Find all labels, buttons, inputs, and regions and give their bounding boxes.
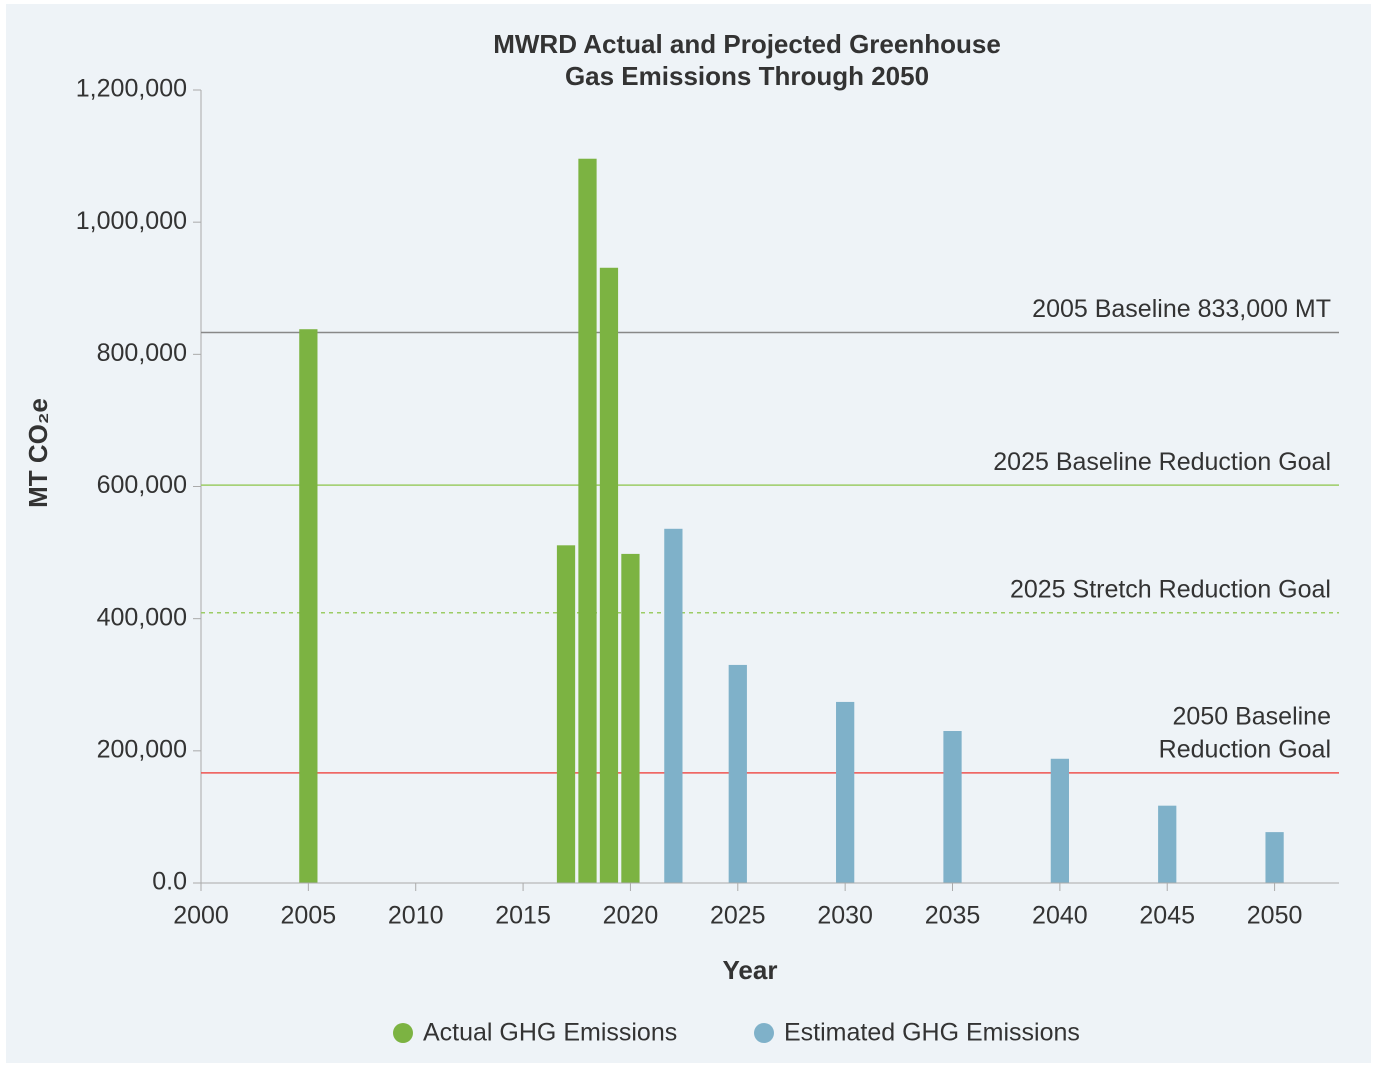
background [6,4,1371,1063]
bar [1265,832,1284,883]
x-axis-label: Year [723,955,778,985]
legend-label: Estimated GHG Emissions [784,1019,1080,1047]
x-tick-label: 2010 [388,902,444,930]
x-tick-label: 2045 [1139,902,1195,930]
y-tick-label: 800,000 [97,339,187,367]
x-tick-label: 2030 [817,902,873,930]
y-tick-label: 1,000,000 [76,207,187,235]
bar [664,528,683,883]
bar [943,731,962,883]
bar [578,158,597,883]
reference-label: 2005 Baseline 833,000 MT [1032,295,1331,323]
bar [1050,758,1069,883]
bar [599,267,619,883]
y-tick-label: 200,000 [97,735,187,763]
y-axis-label: MT CO₂e [23,398,53,508]
x-tick-label: 2015 [495,902,551,930]
bar [299,329,318,883]
x-tick-label: 2000 [173,902,229,930]
y-tick-label: 600,000 [97,471,187,499]
reference-label: 2050 Baseline [1173,703,1331,731]
legend-swatch [393,1023,413,1043]
x-tick-label: 2025 [710,902,766,930]
x-tick-label: 2035 [925,902,981,930]
y-tick-label: 400,000 [97,603,187,631]
reference-label: 2025 Baseline Reduction Goal [993,448,1331,476]
x-tick-label: 2040 [1032,902,1088,930]
bar [556,545,576,883]
y-tick-label: 0.0 [152,868,187,896]
reference-label: 2025 Stretch Reduction Goal [1010,575,1331,603]
chart-title: MWRD Actual and Projected Greenhouse [493,29,1001,59]
legend-swatch [754,1023,774,1043]
bar [728,664,747,883]
x-tick-label: 2050 [1247,902,1303,930]
legend-label: Actual GHG Emissions [423,1019,677,1047]
bar [621,553,640,883]
y-tick-label: 1,200,000 [76,75,187,103]
bar [836,701,855,883]
chart-title: Gas Emissions Through 2050 [565,61,929,91]
reference-label: Reduction Goal [1159,736,1331,764]
bar [1158,805,1177,883]
x-tick-label: 2020 [603,902,659,930]
x-tick-label: 2005 [281,902,337,930]
